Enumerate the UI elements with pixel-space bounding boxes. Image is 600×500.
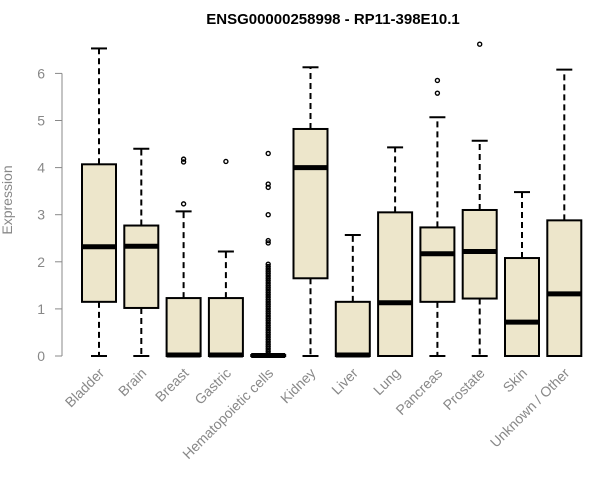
- outlier-point: [265, 315, 271, 322]
- outlier-point: [265, 301, 271, 307]
- x-tick-label: Lung: [370, 365, 403, 398]
- outlier-point: [265, 332, 271, 338]
- outlier-point: [265, 237, 271, 244]
- outlier-point: [265, 317, 271, 324]
- y-axis-label: Expression: [0, 165, 15, 234]
- box-liver: [334, 233, 371, 358]
- outlier-point: [265, 327, 271, 333]
- chart-title: ENSG00000258998 - RP11-398E10.1: [206, 11, 460, 28]
- iqr-box: [546, 219, 583, 357]
- outlier-point: [265, 261, 271, 267]
- outlier-point: [265, 275, 271, 281]
- y-tick-label: 1: [37, 301, 45, 317]
- outlier-point: [477, 41, 483, 47]
- outlier-point: [265, 294, 271, 300]
- outlier-point: [265, 277, 271, 284]
- x-tick-label: Skin: [500, 365, 531, 396]
- outlier-point: [265, 285, 271, 291]
- y-tick-label: 4: [37, 160, 45, 176]
- outlier-point: [265, 350, 271, 357]
- outlier-point: [265, 287, 271, 293]
- box-kidney: [292, 66, 329, 357]
- iqr-box: [334, 300, 371, 357]
- iqr-box: [165, 297, 202, 357]
- outlier-point: [180, 156, 187, 162]
- outlier-point: [265, 263, 271, 270]
- outlier-point: [265, 181, 271, 187]
- iqr-box: [377, 211, 414, 357]
- outlier-point: [265, 308, 271, 314]
- y-axis: 0 1 2 3 4 5 6: [37, 65, 63, 364]
- outlier-point: [265, 306, 271, 312]
- x-tick-label: Kidney: [277, 365, 319, 407]
- box-pancreas: [419, 77, 456, 357]
- outlier-point: [265, 341, 271, 347]
- outlier-point: [265, 280, 271, 286]
- outlier-point: [434, 90, 441, 96]
- outlier-point: [265, 296, 271, 303]
- y-tick-label: 6: [37, 65, 45, 81]
- iqr-box: [207, 297, 244, 357]
- box-brain: [123, 147, 160, 357]
- y-tick-label: 3: [37, 207, 45, 223]
- x-tick-label: Unknown / Other: [487, 365, 573, 451]
- box-skin: [504, 191, 540, 358]
- box-gastric: [207, 158, 244, 358]
- outlier-point: [180, 201, 187, 207]
- outlier-point: [265, 336, 271, 343]
- outlier-point: [223, 158, 229, 165]
- outlier-point: [265, 320, 271, 326]
- x-tick-label: Prostate: [440, 365, 488, 413]
- outlier-point: [265, 211, 271, 218]
- outlier-point: [434, 77, 441, 84]
- box-breast: [165, 156, 202, 358]
- iqr-box: [504, 257, 540, 358]
- outlier-point: [265, 273, 271, 279]
- x-tick-label: Breast: [152, 365, 192, 405]
- outlier-point: [265, 303, 271, 310]
- outlier-point: [265, 313, 271, 319]
- outlier-point: [265, 184, 271, 191]
- outlier-point: [265, 282, 271, 289]
- x-tick-label: Liver: [328, 365, 361, 398]
- plot-area: [81, 41, 583, 359]
- box-bladder: [81, 47, 117, 357]
- outlier-point: [265, 268, 271, 274]
- outlier-point: [265, 240, 271, 246]
- box-unknown-other: [546, 68, 583, 357]
- iqr-box: [419, 226, 456, 303]
- box-lung: [377, 146, 414, 357]
- outlier-point: [265, 343, 271, 350]
- outlier-point: [265, 310, 271, 317]
- outlier-point: [265, 299, 271, 305]
- box-hematopoietic-cells: [250, 150, 287, 359]
- outlier-point: [265, 292, 271, 298]
- outlier-point: [265, 150, 271, 157]
- outlier-point: [265, 339, 271, 345]
- outlier-point: [265, 334, 271, 340]
- outlier-point: [265, 322, 271, 329]
- iqr-box: [292, 127, 329, 280]
- iqr-box: [461, 208, 498, 300]
- iqr-box: [81, 163, 117, 303]
- outlier-point: [265, 270, 271, 277]
- outlier-point: [265, 325, 271, 331]
- y-tick-label: 0: [37, 348, 45, 364]
- outlier-point: [265, 348, 271, 354]
- outlier-point: [265, 266, 271, 272]
- y-tick-label: 5: [37, 113, 45, 129]
- outlier-point: [265, 329, 271, 336]
- x-tick-label: Bladder: [62, 365, 108, 411]
- box-prostate: [461, 41, 498, 357]
- x-tick-label: Pancreas: [392, 365, 445, 418]
- y-tick-label: 2: [37, 254, 45, 270]
- outlier-point: [265, 289, 271, 296]
- iqr-box: [123, 224, 160, 309]
- x-tick-label: Brain: [115, 365, 149, 399]
- outlier-point: [265, 346, 271, 352]
- outlier-point: [180, 159, 187, 165]
